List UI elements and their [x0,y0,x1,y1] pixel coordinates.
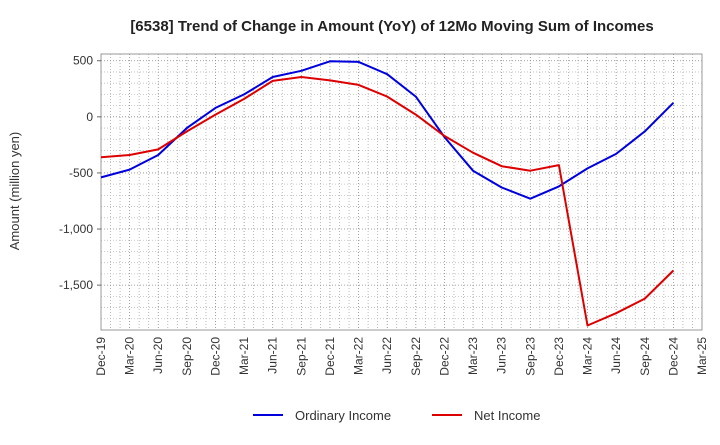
x-tick-label: Jun-23 [495,337,509,374]
plot-frame [100,53,703,331]
axes: Dec-19 Mar-20 Jun-20 Sep-20 Dec-20 Mar-21 Jun-… [59,53,709,376]
y-tick-label: -1,500 [59,278,93,292]
legend: Ordinary Income Net Income [253,408,540,423]
y-tick-label: 500 [73,54,93,68]
y-tick-label: 0 [86,110,93,124]
x-tick-label: Mar-24 [581,337,595,375]
y-axis-label: Amount (million yen) [7,132,22,251]
x-tick-label: Mar-25 [695,337,709,375]
x-tick-label: Mar-21 [237,337,251,375]
legend-label: Net Income [474,408,540,423]
x-tick-label: Dec-21 [323,337,337,376]
series-lines [100,60,675,327]
x-tick-label: Sep-23 [523,337,537,376]
x-tick-label: Dec-20 [208,337,222,376]
series-line-ordinary-income [100,60,675,200]
x-tick-label: Mar-22 [352,337,366,375]
legend-label: Ordinary Income [295,408,391,423]
x-tick-label: Mar-20 [123,337,137,375]
x-tick-label: Dec-24 [666,337,680,376]
x-tick-label: Sep-24 [638,337,652,376]
x-tick-label: Jun-24 [609,337,623,374]
series-line-net-income [100,76,675,327]
x-tick-label: Jun-22 [380,337,394,374]
x-tick-label: Dec-23 [552,337,566,376]
x-tick-label: Jun-20 [151,337,165,374]
x-tick-label: Sep-22 [409,337,423,376]
x-tick-label: Dec-22 [437,337,451,376]
chart-title: [6538] Trend of Change in Amount (YoY) o… [130,18,653,35]
x-tick-label: Sep-20 [180,337,194,376]
x-tick-label: Mar-23 [466,337,480,375]
y-tick-label: -1,000 [59,222,93,236]
x-tick-label: Dec-19 [94,337,108,376]
x-tick-label: Jun-21 [266,337,280,374]
x-tick-label: Sep-21 [294,337,308,376]
y-tick-label: -500 [69,166,93,180]
grid-lines [101,54,702,331]
